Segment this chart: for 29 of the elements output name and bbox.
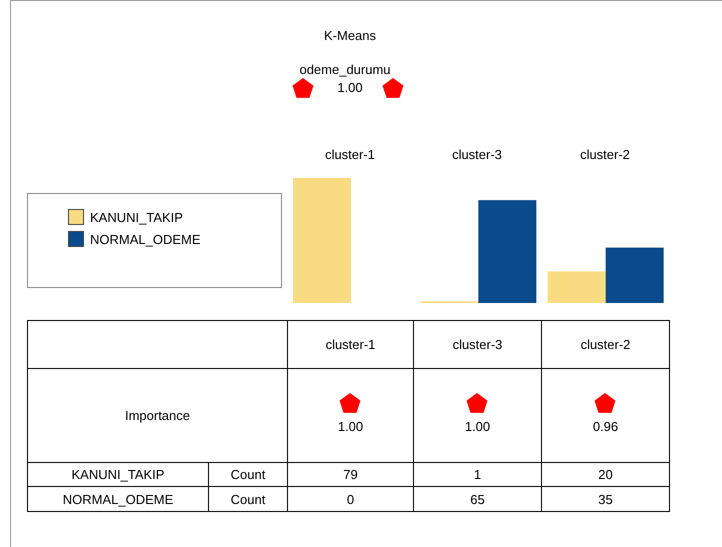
text: 1.00 xyxy=(413,368,542,463)
text: KANUNI_TAKIP xyxy=(72,467,164,482)
data-label: 20 xyxy=(541,462,670,487)
legend-label: KANUNI_TAKIP xyxy=(89,208,184,227)
text: Count xyxy=(208,462,288,487)
data-label: 35 xyxy=(541,486,670,512)
data-label: 1 xyxy=(413,462,542,487)
legend-label: NORMAL_ODEME xyxy=(89,230,202,249)
data-label: 65 xyxy=(413,486,542,512)
text: NORMAL_ODEME xyxy=(62,492,174,506)
text: 1.00 xyxy=(336,80,364,95)
chart-subtitle: odeme_durumu xyxy=(298,62,392,77)
bar xyxy=(478,200,536,303)
data-label: 0 xyxy=(287,486,414,512)
text: Count xyxy=(230,492,266,506)
chart-title: K-Means xyxy=(322,28,378,43)
text: 0.96 xyxy=(541,368,670,463)
category-label: cluster-2 xyxy=(580,337,630,352)
data-label: 79 xyxy=(287,462,414,487)
text: Importance xyxy=(27,368,288,463)
bar xyxy=(606,248,664,303)
bar xyxy=(548,271,606,303)
category-label: cluster-3 xyxy=(452,337,502,352)
x-tick-label: cluster-3 xyxy=(451,147,503,162)
text: 1.00 xyxy=(287,368,414,463)
x-tick-label: cluster-1 xyxy=(324,147,376,162)
category-label: cluster-1 xyxy=(326,337,376,352)
bar xyxy=(293,178,351,303)
x-tick-label: cluster-2 xyxy=(579,147,631,162)
